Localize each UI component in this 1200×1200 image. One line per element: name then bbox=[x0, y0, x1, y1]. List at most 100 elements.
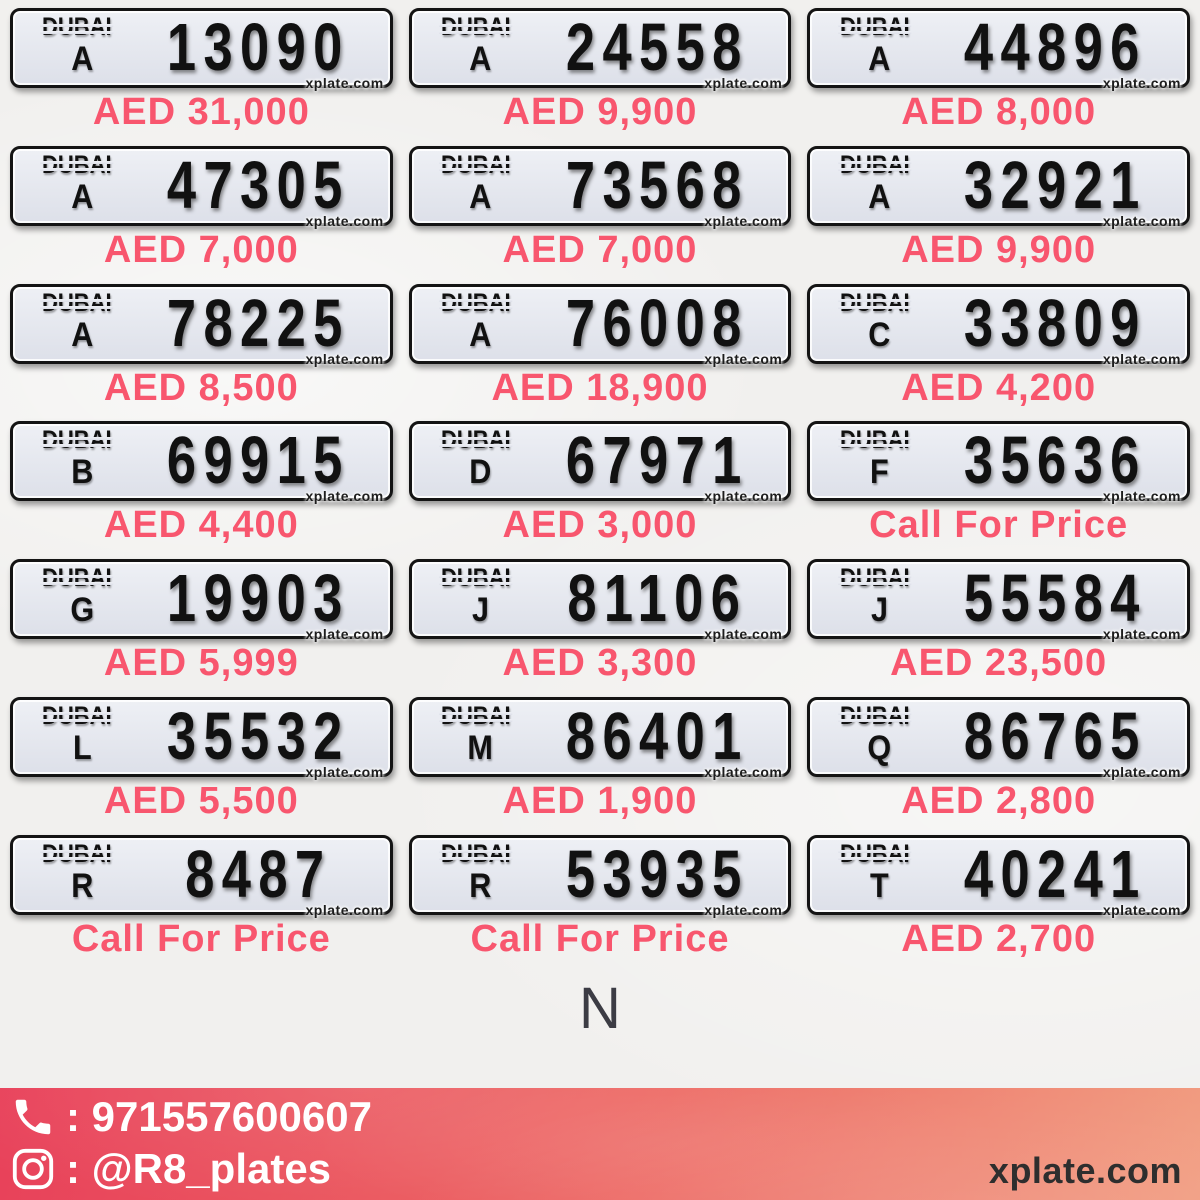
plate-category-letter: R bbox=[469, 866, 492, 905]
dubai-logo: DUBAI bbox=[837, 288, 912, 317]
dubai-logo: DUBAI bbox=[439, 150, 513, 179]
plate-listing: DUBAI L 35532 xplate.com AED 5,500 bbox=[10, 696, 393, 823]
license-plate: DUBAI J 81106 xplate.com bbox=[408, 559, 792, 643]
plate-price: AED 1,900 bbox=[502, 779, 698, 822]
plate-price: AED 3,300 bbox=[502, 642, 698, 685]
watermark-strip: N bbox=[0, 961, 1200, 1057]
plate-listing: DUBAI A 24558 xplate.com AED 9,900 bbox=[408, 8, 792, 134]
plate-price: AED 5,500 bbox=[103, 779, 299, 822]
dubai-logo: DUBAI bbox=[439, 426, 513, 455]
xplate-watermark: xplate.com bbox=[704, 626, 783, 643]
plate-listing: DUBAI Q 86765 xplate.com AED 2,800 bbox=[807, 696, 1190, 823]
xplate-watermark: xplate.com bbox=[704, 488, 783, 505]
plate-number: 13090 bbox=[166, 8, 350, 85]
plate-listing: DUBAI C 33809 xplate.com AED 4,200 bbox=[807, 283, 1190, 410]
plate-left-block: DUBAI C bbox=[824, 288, 934, 354]
dubai-logo: DUBAI bbox=[837, 426, 912, 455]
plate-price: AED 3,000 bbox=[502, 504, 698, 547]
plate-left-block: DUBAI A bbox=[426, 15, 536, 76]
dubai-logo: DUBAI bbox=[439, 839, 513, 868]
license-plate: DUBAI A 47305 xplate.com bbox=[10, 145, 393, 229]
instagram-icon bbox=[10, 1146, 56, 1192]
plate-price: AED 4,200 bbox=[901, 366, 1097, 409]
plate-price: AED 9,900 bbox=[502, 91, 698, 133]
plate-price: AED 2,700 bbox=[901, 917, 1097, 960]
plate-price: AED 5,999 bbox=[103, 642, 299, 685]
xplate-watermark: xplate.com bbox=[305, 75, 384, 91]
plate-left-block: DUBAI A bbox=[27, 15, 137, 76]
plate-left-block: DUBAI A bbox=[27, 150, 137, 216]
xplate-watermark: xplate.com bbox=[1102, 626, 1181, 643]
plate-left-block: DUBAI G bbox=[27, 566, 137, 627]
plate-left-block: DUBAI A bbox=[824, 15, 934, 76]
dubai-logo: DUBAI bbox=[837, 13, 912, 41]
plate-number: 67971 bbox=[565, 422, 749, 498]
license-plate: DUBAI A 73568 xplate.com bbox=[408, 145, 792, 229]
footer-site-label: xplate.com bbox=[988, 1150, 1182, 1191]
plate-category-letter: J bbox=[870, 591, 888, 630]
plate-listing: DUBAI A 13090 xplate.com AED 31,000 bbox=[10, 8, 393, 134]
plate-number: 19903 bbox=[166, 560, 350, 636]
plate-category-letter: A bbox=[469, 40, 492, 78]
dubai-logo: DUBAI bbox=[40, 564, 114, 593]
plate-number: 33809 bbox=[964, 284, 1148, 361]
plate-price: AED 4,400 bbox=[103, 504, 299, 547]
dubai-logo: DUBAI bbox=[40, 839, 114, 868]
plate-number: 78225 bbox=[166, 284, 350, 361]
plate-number: 81106 bbox=[567, 560, 747, 636]
dubai-logo: DUBAI bbox=[837, 564, 912, 593]
footer-instagram-label: : @R8_plates bbox=[66, 1145, 332, 1192]
plate-listing: DUBAI A 32921 xplate.com AED 9,900 bbox=[807, 145, 1190, 272]
xplate-watermark: xplate.com bbox=[305, 901, 384, 918]
plate-left-block: DUBAI A bbox=[426, 288, 536, 352]
plate-price: Call For Price bbox=[869, 504, 1129, 547]
xplate-watermark: xplate.com bbox=[1102, 763, 1181, 780]
footer-banner: : 971557600607 : @R8_plates xplate.com bbox=[0, 1088, 1200, 1200]
xplate-watermark: xplate.com bbox=[704, 763, 783, 780]
plate-left-block: DUBAI A bbox=[426, 150, 536, 216]
xplate-watermark: xplate.com bbox=[704, 212, 783, 229]
plate-price: Call For Price bbox=[470, 917, 730, 960]
xplate-watermark: xplate.com bbox=[1102, 488, 1181, 505]
dubai-logo: DUBAI bbox=[439, 564, 513, 593]
watermark-letter: N bbox=[579, 975, 621, 1041]
plate-listing: DUBAI R 8487 xplate.com Call For Price bbox=[10, 834, 393, 961]
plate-listing: DUBAI J 81106 xplate.com AED 3,300 bbox=[408, 559, 792, 685]
license-plate: DUBAI G 19903 xplate.com bbox=[10, 559, 393, 643]
license-plate: DUBAI R 8487 xplate.com bbox=[10, 834, 393, 918]
plate-number: 32921 bbox=[964, 146, 1148, 223]
plate-listing: DUBAI A 44896 xplate.com AED 8,000 bbox=[807, 8, 1190, 134]
plate-number: 35636 bbox=[964, 422, 1148, 498]
dubai-logo: DUBAI bbox=[40, 426, 114, 455]
plate-category-letter: C bbox=[868, 315, 891, 354]
plate-left-block: DUBAI Q bbox=[824, 701, 934, 765]
plate-price: AED 23,500 bbox=[890, 642, 1108, 685]
dubai-logo: DUBAI bbox=[40, 150, 114, 179]
plate-category-letter: A bbox=[70, 177, 94, 216]
plate-price: AED 7,000 bbox=[502, 228, 698, 271]
xplate-watermark: xplate.com bbox=[305, 488, 384, 505]
plate-category-letter: A bbox=[469, 177, 492, 216]
plate-price: AED 7,000 bbox=[103, 228, 299, 271]
plate-listing: DUBAI R 53935 xplate.com Call For Price bbox=[408, 834, 792, 961]
plate-category-letter: A bbox=[868, 40, 891, 78]
plate-number: 8487 bbox=[185, 835, 332, 912]
plate-price: AED 18,900 bbox=[491, 366, 709, 409]
dubai-logo: DUBAI bbox=[40, 288, 114, 317]
xplate-watermark: xplate.com bbox=[704, 350, 783, 367]
plate-listing: DUBAI T 40241 xplate.com AED 2,700 bbox=[807, 834, 1190, 961]
xplate-watermark: xplate.com bbox=[305, 626, 384, 643]
dubai-logo: DUBAI bbox=[837, 150, 912, 179]
dubai-logo: DUBAI bbox=[439, 701, 513, 730]
license-plate: DUBAI A 32921 xplate.com bbox=[807, 145, 1190, 229]
plate-category-letter: R bbox=[70, 866, 94, 905]
license-plate: DUBAI C 33809 xplate.com bbox=[807, 283, 1190, 367]
plate-left-block: DUBAI A bbox=[27, 288, 137, 352]
phone-icon bbox=[10, 1094, 56, 1140]
plate-left-block: DUBAI J bbox=[824, 566, 934, 627]
license-plate: DUBAI A 76008 xplate.com bbox=[408, 283, 792, 367]
license-plate: DUBAI Q 86765 xplate.com bbox=[807, 696, 1190, 780]
dubai-logo: DUBAI bbox=[837, 701, 912, 730]
dubai-logo: DUBAI bbox=[439, 288, 513, 317]
xplate-watermark: xplate.com bbox=[704, 75, 783, 91]
